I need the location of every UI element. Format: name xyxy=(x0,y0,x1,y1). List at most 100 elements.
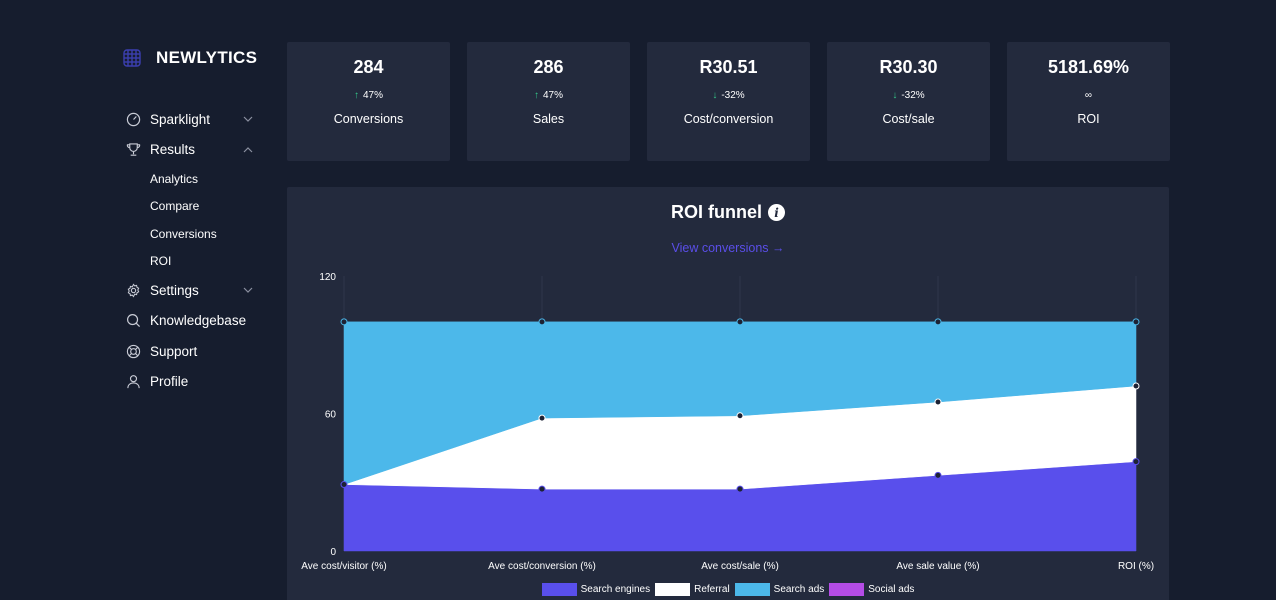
data-point xyxy=(538,414,546,422)
sidebar-item-profile[interactable]: Profile xyxy=(118,367,268,398)
info-icon[interactable]: i xyxy=(768,204,785,221)
user-icon xyxy=(125,374,141,390)
gear-icon xyxy=(125,282,141,298)
panel-title-text: ROI funnel xyxy=(671,202,762,222)
legend-swatch xyxy=(541,583,577,596)
kpi-card-conversions: 284 ↑ 47% Conversions xyxy=(287,42,450,161)
legend-swatch xyxy=(734,583,770,596)
kpi-delta-value: 47% xyxy=(362,89,383,101)
chart-legend: Search engines Referral Search ads Social a… xyxy=(287,583,1169,596)
y-tick-label: 0 xyxy=(330,547,336,558)
x-tick-label: Ave cost/sale (%) xyxy=(701,561,779,572)
kpi-value: R30.30 xyxy=(879,57,938,77)
arrow-up-icon: ↑ xyxy=(353,89,359,101)
data-point xyxy=(736,318,744,326)
x-tick-label: Ave sale value (%) xyxy=(896,561,979,572)
sidebar-item-sparklight[interactable]: Sparklight xyxy=(118,104,268,135)
results-subnav: Analytics Compare Conversions ROI xyxy=(118,165,268,275)
panel-title: ROI funnel i xyxy=(287,202,1169,223)
chevron-down-icon[interactable] xyxy=(242,284,254,296)
data-point xyxy=(340,481,348,489)
data-point xyxy=(1132,318,1140,326)
arrow-up-icon: ↑ xyxy=(533,89,539,101)
kpi-delta: ↑ 47% xyxy=(467,89,630,101)
subnav-item-conversions[interactable]: Conversions xyxy=(150,226,217,241)
kpi-delta: ↓ -32% xyxy=(827,89,990,101)
subnav-item-compare[interactable]: Compare xyxy=(150,199,200,214)
chevron-up-icon[interactable] xyxy=(242,144,254,156)
legend-item[interactable]: Referral xyxy=(655,583,730,596)
data-point xyxy=(538,485,546,493)
sidebar-item-settings[interactable]: Settings xyxy=(118,275,268,306)
sidebar-item-label: Settings xyxy=(150,282,199,298)
kpi-card-sales: 286 ↑ 47% Sales xyxy=(467,42,630,161)
legend-label: Referral xyxy=(694,584,730,595)
brand-name: NEWLYTICS xyxy=(156,48,258,67)
sidebar-item-label: Knowledgebase xyxy=(150,313,247,329)
kpi-card-cost-conversion: R30.51 ↓ -32% Cost/conversion xyxy=(647,42,810,161)
sidebar-item-knowledgebase[interactable]: Knowledgebase xyxy=(118,306,268,337)
legend-item[interactable]: Search ads xyxy=(734,583,825,596)
sidebar-item-results[interactable]: Results xyxy=(118,135,268,166)
kpi-delta: ↓ -32% xyxy=(647,89,810,101)
kpi-label: Sales xyxy=(532,112,565,126)
kpi-label: Cost/conversion xyxy=(683,112,774,126)
kpi-value: 5181.69% xyxy=(1047,57,1130,77)
kpi-delta: ↑ 47% xyxy=(287,89,450,101)
arrow-down-icon: ↓ xyxy=(712,89,718,101)
kpi-value: 286 xyxy=(533,57,564,77)
y-tick-label: 60 xyxy=(325,410,337,421)
kpi-delta: ∞ xyxy=(1007,89,1170,101)
trophy-icon xyxy=(125,142,141,158)
legend-item[interactable]: Social ads xyxy=(829,583,914,596)
kpi-value: 284 xyxy=(353,57,384,77)
kpi-delta-value: -32% xyxy=(901,89,925,101)
data-point xyxy=(934,471,942,479)
legend-label: Social ads xyxy=(868,584,915,595)
roi-funnel-chart: 0 60 120 Ave cost/visitor (%) Ave cost/conve… xyxy=(301,272,1154,572)
sidebar-item-label: Profile xyxy=(150,374,189,390)
data-point xyxy=(736,485,744,493)
sidebar: NEWLYTICS Sparklight Results Analytics C… xyxy=(118,40,268,397)
legend-swatch xyxy=(655,583,691,596)
data-point xyxy=(340,318,348,326)
y-tick-label: 120 xyxy=(319,272,336,283)
brand[interactable]: NEWLYTICS xyxy=(118,40,268,76)
sidebar-nav: Sparklight Results Analytics Compare Con… xyxy=(118,104,268,397)
kpi-card-cost-sale: R30.30 ↓ -32% Cost/sale xyxy=(827,42,990,161)
view-conversions-link[interactable]: View conversions → xyxy=(671,241,785,255)
data-point xyxy=(1132,382,1140,390)
legend-label: Search engines xyxy=(580,584,651,595)
search-icon xyxy=(125,313,141,329)
subnav-item-analytics[interactable]: Analytics xyxy=(150,171,199,186)
kpi-delta-value: -32% xyxy=(721,89,745,101)
kpi-row: 284 ↑ 47% Conversions 286 ↑ 47% Sales R3… xyxy=(287,42,1170,161)
kpi-label: Conversions xyxy=(333,112,404,126)
chevron-down-icon[interactable] xyxy=(242,113,254,125)
sidebar-item-label: Support xyxy=(150,343,198,359)
sidebar-item-label: Results xyxy=(150,142,196,158)
sidebar-item-label: Sparklight xyxy=(150,111,211,127)
legend-item[interactable]: Search engines xyxy=(541,583,651,596)
data-point xyxy=(934,318,942,326)
gauge-icon xyxy=(125,111,141,127)
data-point xyxy=(934,398,942,406)
roi-funnel-panel: ROI funnel i View conversions → 0 60 120 Av… xyxy=(287,187,1169,600)
data-point xyxy=(538,318,546,326)
subnav-item-roi[interactable]: ROI xyxy=(150,254,172,269)
kpi-label: ROI xyxy=(1077,112,1100,126)
data-point xyxy=(1132,458,1140,466)
kpi-card-roi: 5181.69% ∞ ROI xyxy=(1007,42,1170,161)
legend-label: Search ads xyxy=(773,584,825,595)
brand-grid-icon xyxy=(123,49,141,67)
x-tick-label: ROI (%) xyxy=(1118,561,1154,572)
kpi-delta-value: ∞ xyxy=(1084,89,1093,101)
data-point xyxy=(736,412,744,420)
legend-swatch xyxy=(829,583,865,596)
kpi-value: R30.51 xyxy=(699,57,758,77)
sidebar-item-support[interactable]: Support xyxy=(118,336,268,367)
x-tick-label: Ave cost/visitor (%) xyxy=(301,561,386,572)
kpi-delta-value: 47% xyxy=(542,89,563,101)
kpi-label: Cost/sale xyxy=(882,112,935,126)
arrow-down-icon: ↓ xyxy=(892,89,898,101)
